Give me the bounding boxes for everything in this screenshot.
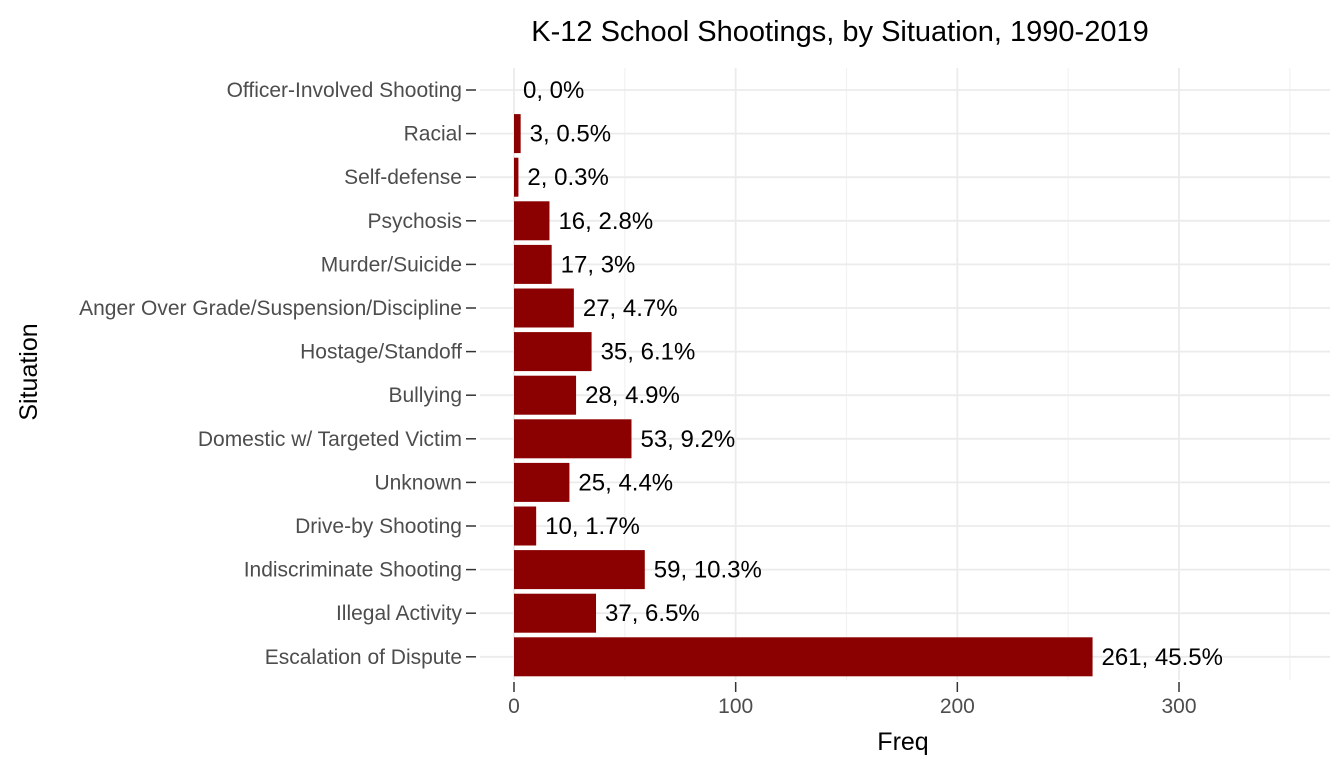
- data-label: 25, 4.4%: [578, 469, 673, 496]
- data-label: 261, 45.5%: [1102, 644, 1223, 671]
- category-label: Self-defense: [344, 166, 462, 189]
- category-label: Psychosis: [367, 210, 462, 233]
- grid: [480, 68, 1330, 680]
- bar: [514, 201, 550, 241]
- data-label: 28, 4.9%: [585, 382, 680, 409]
- y-axis-title: Situation: [15, 323, 43, 420]
- data-label: 35, 6.1%: [601, 339, 696, 366]
- bar: [514, 637, 1093, 677]
- bar: [514, 419, 632, 459]
- x-axis-title: Freq: [877, 728, 928, 756]
- category-label: Drive-by Shooting: [295, 515, 462, 538]
- category-label: Escalation of Dispute: [265, 646, 462, 669]
- x-tick-label: 100: [718, 695, 753, 718]
- data-label: 53, 9.2%: [640, 426, 735, 453]
- data-label: 10, 1.7%: [545, 513, 640, 540]
- category-label: Hostage/Standoff: [300, 341, 462, 364]
- data-label: 59, 10.3%: [654, 557, 762, 584]
- bar: [514, 506, 537, 546]
- data-label: 37, 6.5%: [605, 600, 700, 627]
- bar: [514, 550, 645, 590]
- x-tick-label: 0: [508, 695, 520, 718]
- category-label: Bullying: [388, 384, 462, 407]
- bar: [514, 244, 552, 284]
- category-label: Unknown: [374, 471, 462, 494]
- data-label: 27, 4.7%: [583, 295, 678, 322]
- category-label: Officer-Involved Shooting: [227, 79, 462, 102]
- data-label: 3, 0.5%: [530, 121, 611, 148]
- x-tick-label: 300: [1161, 695, 1196, 718]
- bar: [514, 375, 577, 415]
- category-label: Murder/Suicide: [321, 253, 462, 276]
- category-label: Anger Over Grade/Suspension/Discipline: [79, 297, 462, 320]
- category-label: Racial: [404, 123, 462, 146]
- data-label: 0, 0%: [523, 77, 584, 104]
- data-label: 16, 2.8%: [558, 208, 653, 235]
- bar: [514, 593, 597, 633]
- category-label: Indiscriminate Shooting: [244, 559, 462, 582]
- chart-title: K-12 School Shootings, by Situation, 199…: [531, 16, 1148, 48]
- x-tick-label: 200: [940, 695, 975, 718]
- data-label: 17, 3%: [561, 251, 636, 278]
- bar: [514, 114, 521, 154]
- bars: [514, 114, 1093, 677]
- bar: [514, 288, 574, 328]
- bar: [514, 332, 592, 372]
- data-labels: 0, 0% 3, 0.5% 2, 0.3% 16, 2.8% 17, 3% 27, 4.7…: [523, 77, 1223, 671]
- category-label: Domestic w/ Targeted Victim: [198, 428, 462, 451]
- category-label: Illegal Activity: [336, 602, 463, 625]
- x-axis: 0 100 200 300: [508, 682, 1197, 718]
- bar: [514, 462, 570, 502]
- y-axis: Officer-Involved Shooting Racial Self-defe…: [79, 79, 476, 669]
- bar: [514, 157, 519, 197]
- data-label: 2, 0.3%: [527, 164, 608, 191]
